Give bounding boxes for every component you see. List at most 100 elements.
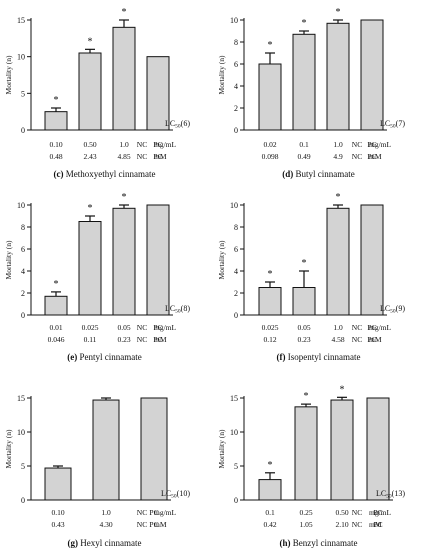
panel-f: 0 2 4 6 8 10 Mortality (n) * * * LC50(9) 0.025 0.12 0…	[217, 192, 405, 362]
row1-label: 0.10	[49, 140, 62, 149]
row2-label: 0.11	[84, 335, 97, 344]
row1-label: PC	[367, 140, 376, 149]
row1-label: 0.05	[117, 323, 130, 332]
row1-label: NC	[137, 508, 147, 517]
row2-label: 4.9	[333, 152, 343, 161]
row1-label: NC	[137, 140, 147, 149]
row2-label: 1.05	[299, 520, 312, 529]
row1-unit: mg/mL	[369, 508, 392, 517]
row1-label: NC	[137, 323, 147, 332]
y-tick-label: 10	[17, 53, 25, 62]
panel-caption: (c) Methoxyethyl cinnamate	[54, 169, 156, 179]
lc50-label: LC50(8)	[165, 304, 190, 315]
significance-star: *	[88, 36, 93, 47]
row2-label: 0.43	[51, 520, 64, 529]
row1-label: 0.02	[263, 140, 276, 149]
row1-label: 1.0	[119, 140, 129, 149]
y-tick-label: 15	[230, 394, 238, 403]
y-tick-label: 6	[234, 245, 238, 254]
row1-label: 0.1	[265, 508, 275, 517]
bar	[366, 397, 390, 501]
lc50-label: LC50(10)	[161, 489, 190, 500]
bar	[294, 406, 318, 501]
row1-label: NC	[352, 508, 362, 517]
row1-label: PC	[367, 323, 376, 332]
panel-caption: (h) Benzyl cinnamate	[280, 538, 358, 548]
bar	[330, 399, 354, 501]
y-tick-label: 6	[21, 245, 25, 254]
y-tick-label: 0	[21, 311, 25, 320]
significance-star: *	[268, 460, 273, 471]
row2-unit: mM	[369, 152, 382, 161]
panel-caption: (d) Butyl cinnamate	[282, 169, 354, 179]
significance-star: *	[54, 95, 59, 106]
bar	[112, 207, 136, 316]
y-tick-label: 15	[17, 394, 25, 403]
bar	[258, 63, 282, 131]
y-tick-label: 5	[21, 462, 25, 471]
row1-label: PC	[373, 508, 382, 517]
y-tick-label: 2	[234, 104, 238, 113]
row2-unit: mM	[154, 520, 167, 529]
row2-label: 4.85	[117, 152, 130, 161]
row2-unit: mM	[369, 520, 382, 529]
y-tick-label: 5	[234, 462, 238, 471]
y-tick-label: 8	[234, 38, 238, 47]
bar	[292, 33, 316, 131]
significance-star: *	[88, 203, 93, 214]
lc50-label: LC50(7)	[380, 119, 405, 130]
y-tick-label: 10	[17, 428, 25, 437]
row2-label: 2.43	[83, 152, 96, 161]
y-tick-label: 4	[21, 267, 25, 276]
bar	[360, 19, 384, 131]
row2-label: NC	[352, 520, 362, 529]
panel-h: 0 5 10 15 Mortality (n) * * * LC50(13) 0.1 0.42 0.2…	[217, 384, 405, 548]
panel-c: 0 5 10 15 Mortality (n) * * * LC50(6) 0.10 0.48 0.5…	[4, 7, 190, 179]
significance-star: *	[268, 269, 273, 280]
row2-label: PC	[153, 335, 162, 344]
lc50-label: LC50(9)	[380, 304, 405, 315]
bar	[360, 204, 384, 316]
row1-label: 0.1	[299, 140, 309, 149]
row1-label: 1.0	[333, 323, 343, 332]
row2-label: 0.23	[297, 335, 310, 344]
row2-label: NC	[137, 520, 147, 529]
y-tick-label: 15	[17, 16, 25, 25]
panel-caption: (g) Hexyl cinnamate	[68, 538, 142, 548]
y-axis-title: Mortality (n)	[217, 240, 226, 279]
row2-label: 0.49	[297, 152, 310, 161]
y-tick-label: 0	[234, 311, 238, 320]
y-tick-label: 2	[21, 289, 25, 298]
y-axis-title: Mortality (n)	[217, 429, 226, 468]
row1-unit: mg/mL	[154, 323, 177, 332]
row2-label: PC	[367, 152, 376, 161]
lc50-label: LC50(6)	[165, 119, 190, 130]
significance-star: *	[122, 192, 127, 203]
row2-label: 0.12	[263, 335, 276, 344]
y-tick-label: 0	[21, 126, 25, 135]
row2-label: PC	[153, 152, 162, 161]
row1-label: 0.05	[297, 323, 310, 332]
row2-label: NC	[137, 335, 147, 344]
bar	[258, 479, 282, 501]
row1-label: 0.01	[49, 323, 62, 332]
bar	[292, 287, 316, 316]
row1-unit: mg/mL	[369, 140, 392, 149]
y-tick-label: 10	[230, 201, 238, 210]
bar	[78, 52, 102, 131]
row2-label: PC	[149, 520, 158, 529]
y-tick-label: 8	[234, 223, 238, 232]
y-tick-label: 2	[234, 289, 238, 298]
row1-label: 0.25	[299, 508, 312, 517]
row2-label: 0.046	[48, 335, 65, 344]
row2-label: 0.23	[117, 335, 130, 344]
row1-label: PC	[149, 508, 158, 517]
row2-unit: mM	[154, 152, 167, 161]
bar	[44, 111, 68, 131]
y-tick-label: 5	[21, 89, 25, 98]
row2-label: NC	[352, 152, 362, 161]
panel-caption: (e) Pentyl cinnamate	[67, 352, 141, 362]
row1-label: 1.0	[333, 140, 343, 149]
row1-label: 1.0	[101, 508, 111, 517]
y-tick-label: 10	[17, 201, 25, 210]
